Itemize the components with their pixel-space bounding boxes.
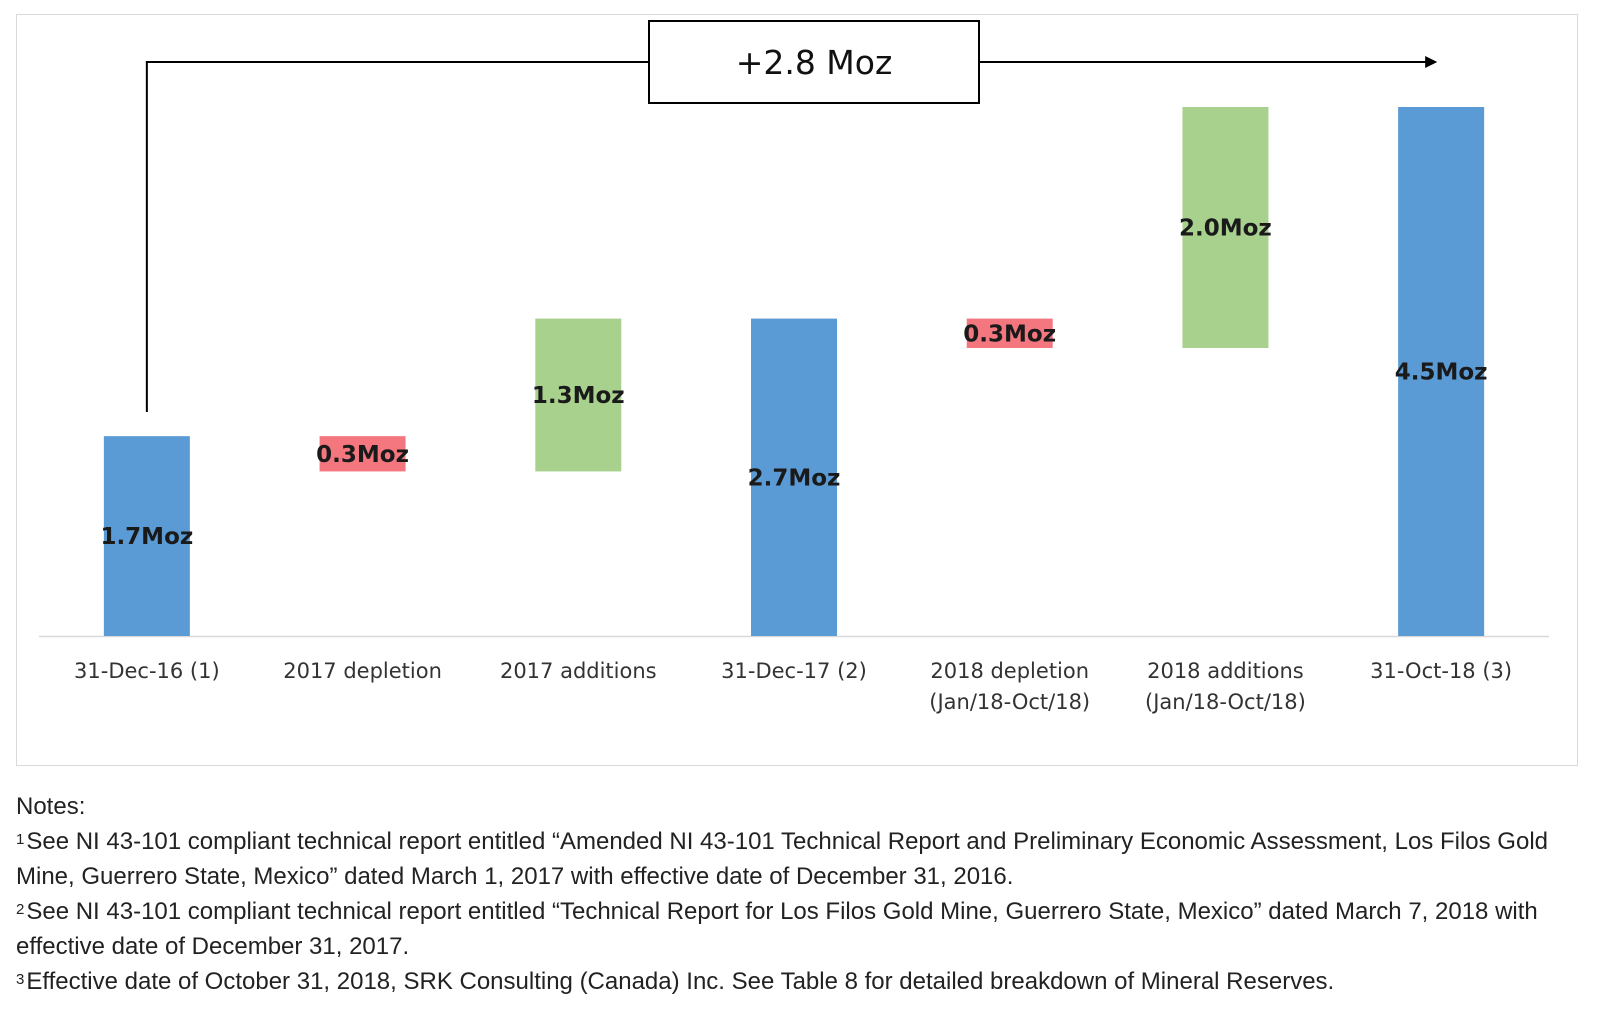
note-1-marker: 1: [16, 831, 25, 848]
bar-1-total: [103, 436, 190, 636]
bar-4-total: [751, 318, 837, 636]
x-tick-label-7: 31-Oct-18 (3): [1370, 659, 1512, 683]
bar-5-decrease: [966, 318, 1053, 348]
x-tick-label-4: 31-Dec-17 (2): [721, 659, 867, 683]
note-3-text: Effective date of October 31, 2018, SRK …: [26, 968, 1335, 995]
notes-section: Notes: 1See NI 43-101 compliant technica…: [16, 789, 1586, 999]
bar-5-value-label: 0.3Moz: [963, 321, 1056, 347]
x-tick-label-5: 2018 depletion (Jan/18-Oct/18): [929, 659, 1090, 714]
note-2-text: See NI 43-101 compliant technical report…: [16, 898, 1538, 960]
bar-6-increase: [1182, 107, 1269, 348]
bar-3-increase: [535, 318, 622, 472]
bar-6-value-label: 2.0Moz: [1179, 215, 1272, 241]
waterfall-chart: 1.7Moz 0.3Moz 1.3Moz 2.7Moz 0.3Moz 2.0Moz 4.5M…: [39, 20, 1549, 714]
bar-3-value-label: 1.3Moz: [532, 383, 625, 409]
bar-7-total: [1398, 107, 1485, 636]
bar-1-value-label: 1.7Moz: [100, 524, 193, 550]
x-tick-label-6: 2018 additions (Jan/18-Oct/18): [1145, 659, 1306, 714]
bar-4-value-label: 2.7Moz: [748, 465, 841, 491]
bar-2-value-label: 0.3Moz: [316, 442, 409, 468]
change-annotation-text: +2.8 Moz: [736, 43, 893, 82]
change-box: [648, 20, 980, 104]
x-tick-label-3: 2017 additions: [500, 659, 657, 683]
note-1: 1See NI 43-101 compliant technical repor…: [16, 824, 1586, 894]
notes-heading: Notes:: [16, 793, 86, 820]
note-3: 3Effective date of October 31, 2018, SRK…: [16, 964, 1586, 999]
bar-7-value-label: 4.5Moz: [1395, 360, 1488, 386]
note-1-text: See NI 43-101 compliant technical report…: [16, 828, 1548, 890]
note-2-marker: 2: [16, 901, 25, 918]
x-tick-label-1: 31-Dec-16 (1): [74, 659, 220, 683]
x-tick-label-2: 2017 depletion: [283, 659, 442, 683]
bar-2-decrease: [319, 436, 406, 472]
note-3-marker: 3: [16, 971, 25, 988]
note-2: 2See NI 43-101 compliant technical repor…: [16, 894, 1586, 964]
chart-frame: 1.7Moz 0.3Moz 1.3Moz 2.7Moz 0.3Moz 2.0Moz 4.5M…: [16, 14, 1578, 766]
